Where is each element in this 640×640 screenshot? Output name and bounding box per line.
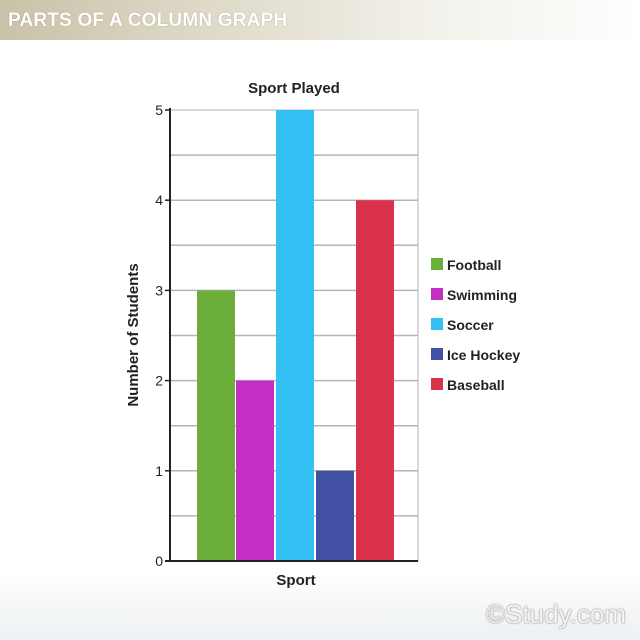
y-tick-label: 1	[155, 463, 163, 479]
bar-soccer	[276, 110, 314, 561]
legend-label: Football	[447, 257, 501, 273]
footer-band	[0, 570, 640, 640]
banner-title: PARTS OF A COLUMN GRAPH	[8, 10, 288, 31]
legend-label: Ice Hockey	[447, 347, 520, 363]
y-tick-label: 5	[155, 102, 163, 118]
legend-swatch	[431, 288, 443, 300]
y-tick-label: 4	[155, 192, 163, 208]
legend-swatch	[431, 318, 443, 330]
axes	[165, 108, 418, 562]
title-banner: PARTS OF A COLUMN GRAPH	[0, 0, 640, 40]
y-tick-labels: 0 1 2 3 4 5	[155, 102, 170, 569]
bar-swimming	[236, 380, 274, 561]
y-tick-label: 2	[155, 373, 163, 389]
chart-title: Sport Played	[248, 80, 340, 97]
legend-swatch	[431, 378, 443, 390]
legend-label: Swimming	[447, 287, 517, 303]
bars	[197, 110, 394, 561]
y-axis-title: Number of Students	[125, 263, 142, 406]
legend: Football Swimming Soccer Ice Hockey Baseball	[431, 257, 520, 393]
legend-label: Soccer	[447, 317, 494, 333]
bar-football	[197, 290, 235, 561]
bar-ice-hockey	[316, 470, 354, 561]
y-tick-label: 0	[155, 553, 163, 569]
legend-swatch	[431, 258, 443, 270]
x-axis-title: Sport	[276, 572, 315, 589]
y-tick-label: 3	[155, 282, 163, 298]
study-watermark: ©Study.com	[485, 599, 626, 629]
bar-baseball	[356, 200, 394, 561]
legend-swatch	[431, 348, 443, 360]
legend-label: Baseball	[447, 377, 505, 393]
